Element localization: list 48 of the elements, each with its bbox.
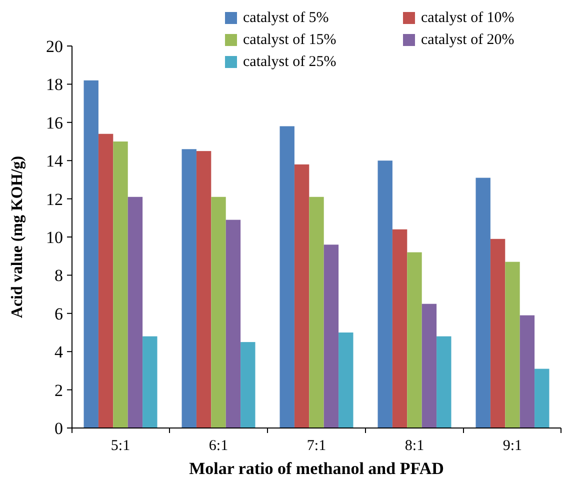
y-tick-label: 10 xyxy=(46,228,63,247)
x-tick-label: 7:1 xyxy=(306,438,326,454)
bar xyxy=(407,252,422,428)
x-axis-title: Molar ratio of methanol and PFAD xyxy=(189,459,444,478)
y-tick-label: 8 xyxy=(54,266,63,286)
y-tick-label: 18 xyxy=(46,75,63,94)
x-tick-label: 5:1 xyxy=(110,438,130,454)
x-tick-label: 6:1 xyxy=(208,438,228,454)
y-tick-label: 6 xyxy=(54,304,63,324)
bar xyxy=(98,134,114,428)
y-tick-label: 4 xyxy=(54,342,64,362)
bar xyxy=(309,196,324,428)
bar xyxy=(338,332,354,428)
bar xyxy=(182,149,196,428)
bar xyxy=(505,262,520,428)
y-tick-label: 20 xyxy=(46,36,63,56)
x-tick-label: 9:1 xyxy=(502,438,522,454)
bar xyxy=(280,126,294,428)
bar xyxy=(240,342,256,428)
bar xyxy=(84,80,98,428)
legend-label: catalyst of 10% xyxy=(421,10,514,26)
bar xyxy=(196,151,212,428)
bar xyxy=(378,160,392,428)
bar xyxy=(142,336,158,428)
bar xyxy=(476,178,490,428)
y-tick-label: 14 xyxy=(46,152,64,171)
bar xyxy=(392,229,408,428)
bar xyxy=(226,220,241,428)
y-tick-label: 2 xyxy=(54,380,63,400)
bar xyxy=(113,142,128,428)
legend-label: catalyst of 5% xyxy=(243,10,329,26)
bar xyxy=(520,315,535,428)
y-tick-label: 0 xyxy=(54,418,63,438)
y-tick-label: 16 xyxy=(46,113,63,132)
y-axis-title: Acid value (mg KOH/g) xyxy=(9,156,26,318)
x-tick-label: 8:1 xyxy=(404,438,424,454)
bar xyxy=(324,244,339,428)
bar xyxy=(211,196,226,428)
bar xyxy=(422,304,437,428)
bar xyxy=(128,196,143,428)
legend-label: catalyst of 15% xyxy=(243,32,336,48)
legend-label: catalyst of 20% xyxy=(421,32,514,48)
bar xyxy=(534,368,550,428)
bar xyxy=(436,336,452,428)
bar xyxy=(490,238,506,428)
bar xyxy=(294,164,310,428)
legend-label: catalyst of 25% xyxy=(243,54,336,70)
y-tick-label: 12 xyxy=(46,190,63,209)
